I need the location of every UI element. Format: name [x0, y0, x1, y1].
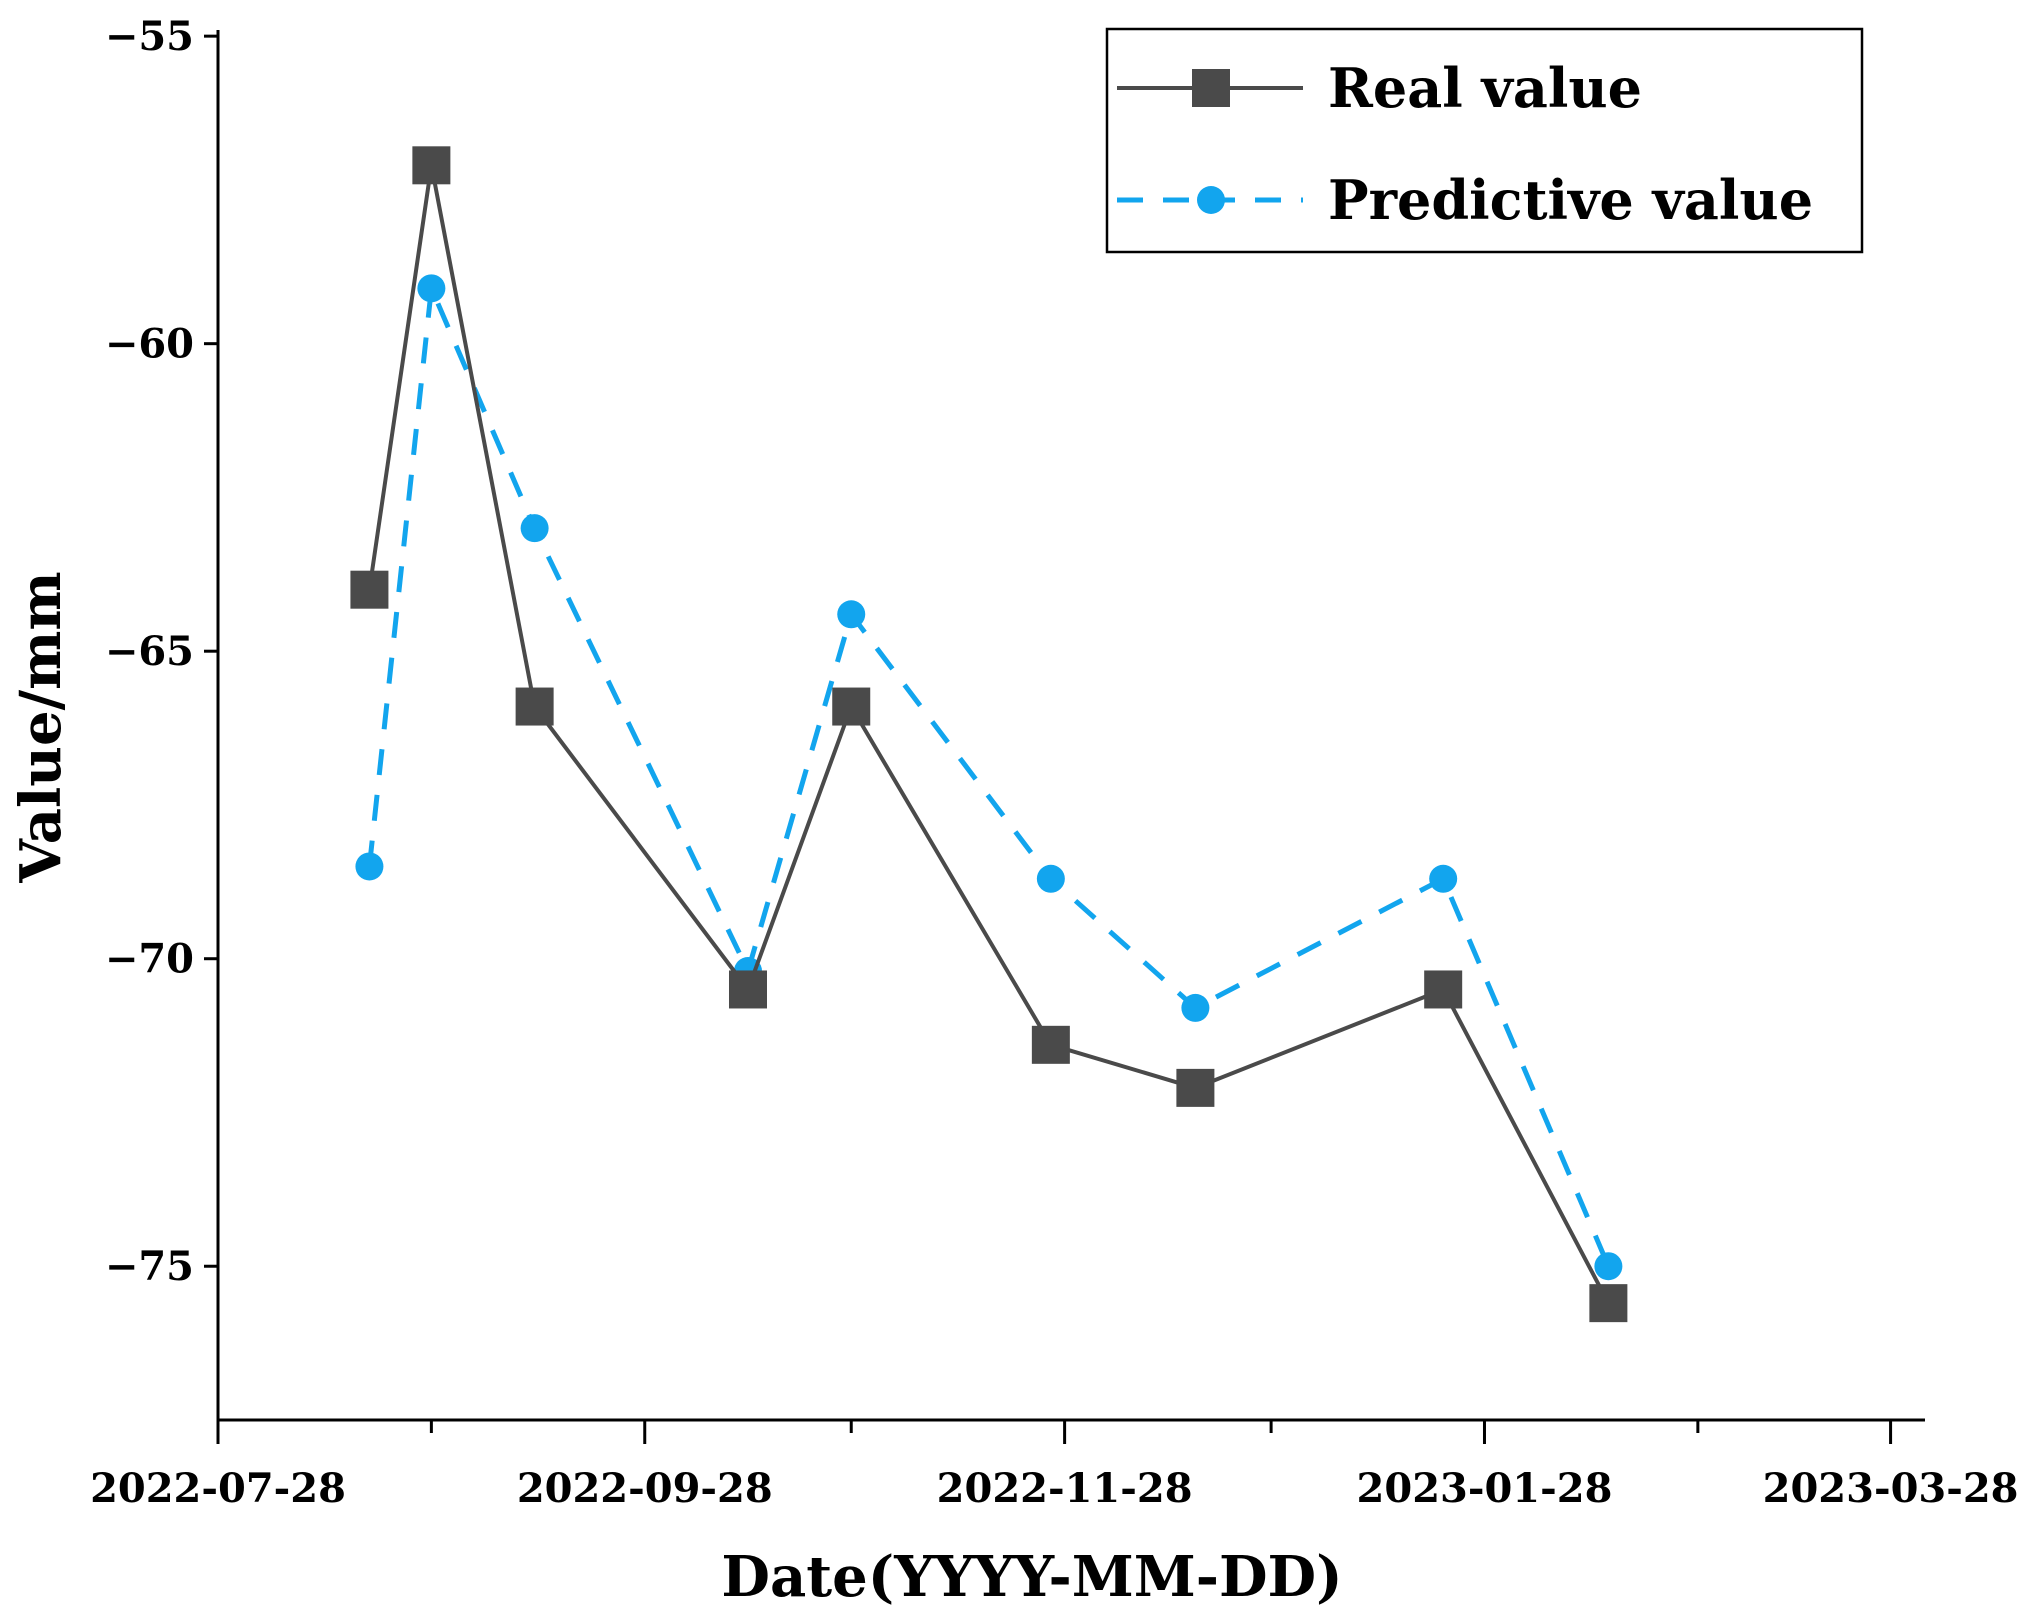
x-tick-label: 2022-07-28 — [90, 1465, 346, 1512]
data-point-square — [1424, 970, 1463, 1009]
data-point-square — [832, 687, 871, 726]
data-point-circle — [1181, 993, 1210, 1022]
y-tick-label: −75 — [105, 1243, 194, 1290]
series-line — [367, 163, 1611, 1305]
legend-label-predictive-value: Predictive value — [1328, 168, 1813, 232]
axes: −55 −60 −65 −70 −75 2022-07-28 2022-09-28 2022-… — [90, 13, 2018, 1512]
legend: Real value Predictive value — [1105, 27, 1864, 254]
data-point-circle — [1594, 1252, 1623, 1281]
y-axis-title: Value/mm — [8, 571, 74, 883]
legend-box — [1105, 27, 1864, 254]
series-layer — [350, 146, 1628, 1323]
data-point-square — [515, 687, 554, 726]
x-axis-title: Date(YYYY-MM-DD) — [721, 1544, 1342, 1610]
data-point-square — [1589, 1284, 1628, 1323]
x-tick-label: 2022-09-28 — [517, 1465, 773, 1512]
data-point-circle — [417, 274, 446, 303]
legend-swatch-square — [1192, 69, 1230, 107]
data-point-square — [412, 146, 451, 185]
data-point-circle — [1036, 864, 1065, 893]
x-tick-label: 2023-01-28 — [1357, 1465, 1613, 1512]
data-point-circle — [837, 600, 866, 629]
data-point-circle — [1429, 864, 1458, 893]
data-point-square — [728, 970, 767, 1009]
y-tick-label: −70 — [105, 936, 194, 983]
data-point-square — [1031, 1025, 1070, 1064]
data-point-square — [350, 570, 389, 609]
series-real-value — [350, 146, 1628, 1323]
legend-swatch-circle — [1197, 186, 1225, 214]
data-point-circle — [520, 514, 549, 543]
x-tick-label: 2023-03-28 — [1763, 1465, 2019, 1512]
series-predictive-value — [355, 274, 1623, 1281]
series-line — [366, 285, 1611, 1268]
y-tick-label: −60 — [105, 321, 194, 368]
data-point-square — [1176, 1068, 1215, 1107]
y-tick-label: −65 — [105, 628, 194, 675]
x-tick-label: 2022-11-28 — [937, 1465, 1193, 1512]
legend-label-real-value: Real value — [1328, 56, 1642, 120]
y-tick-label: −55 — [105, 13, 194, 60]
data-point-circle — [355, 852, 384, 881]
